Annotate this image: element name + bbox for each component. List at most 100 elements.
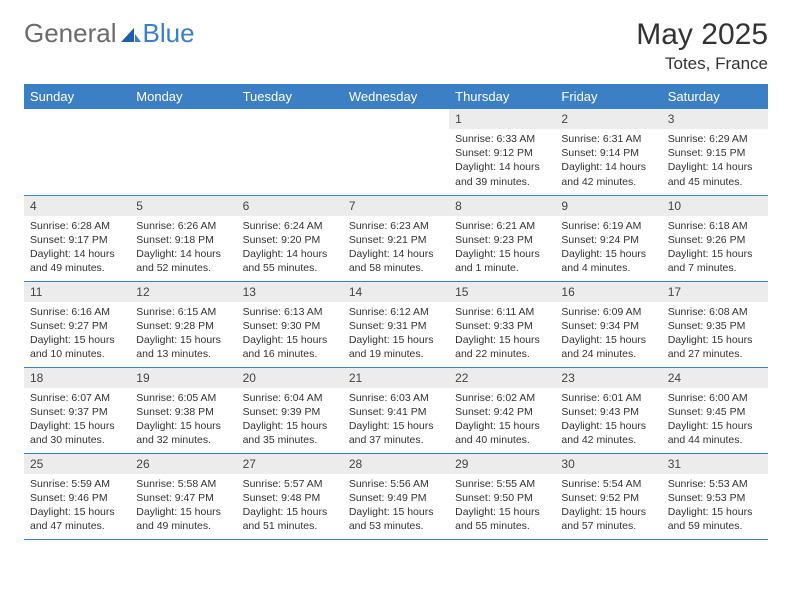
sunrise-text: Sunrise: 6:13 AM <box>243 305 337 319</box>
day-details: Sunrise: 6:05 AMSunset: 9:38 PMDaylight:… <box>130 388 236 452</box>
sunrise-text: Sunrise: 6:33 AM <box>455 132 549 146</box>
calendar-cell: 1Sunrise: 6:33 AMSunset: 9:12 PMDaylight… <box>449 109 555 195</box>
day-details: Sunrise: 5:56 AMSunset: 9:49 PMDaylight:… <box>343 474 449 538</box>
calendar-cell: 2Sunrise: 6:31 AMSunset: 9:14 PMDaylight… <box>555 109 661 195</box>
daylight-text: Daylight: 15 hours and 47 minutes. <box>30 505 124 533</box>
sunrise-text: Sunrise: 6:00 AM <box>668 391 762 405</box>
day-details: Sunrise: 6:26 AMSunset: 9:18 PMDaylight:… <box>130 216 236 280</box>
calendar-cell: 27Sunrise: 5:57 AMSunset: 9:48 PMDayligh… <box>237 453 343 539</box>
daylight-text: Daylight: 14 hours and 45 minutes. <box>668 160 762 188</box>
sunrise-text: Sunrise: 5:56 AM <box>349 477 443 491</box>
day-number: 22 <box>449 368 555 388</box>
sunrise-text: Sunrise: 5:58 AM <box>136 477 230 491</box>
daylight-text: Daylight: 15 hours and 51 minutes. <box>243 505 337 533</box>
weekday-header: Tuesday <box>237 84 343 109</box>
daylight-text: Daylight: 14 hours and 42 minutes. <box>561 160 655 188</box>
day-details: Sunrise: 5:55 AMSunset: 9:50 PMDaylight:… <box>449 474 555 538</box>
sunset-text: Sunset: 9:12 PM <box>455 146 549 160</box>
day-number: 27 <box>237 454 343 474</box>
sunset-text: Sunset: 9:48 PM <box>243 491 337 505</box>
calendar-cell: 10Sunrise: 6:18 AMSunset: 9:26 PMDayligh… <box>662 195 768 281</box>
calendar-cell: 24Sunrise: 6:00 AMSunset: 9:45 PMDayligh… <box>662 367 768 453</box>
calendar-cell <box>343 109 449 195</box>
weekday-header: Saturday <box>662 84 768 109</box>
daylight-text: Daylight: 15 hours and 4 minutes. <box>561 247 655 275</box>
calendar-cell: 19Sunrise: 6:05 AMSunset: 9:38 PMDayligh… <box>130 367 236 453</box>
day-number <box>343 109 449 129</box>
sunset-text: Sunset: 9:15 PM <box>668 146 762 160</box>
day-details: Sunrise: 6:19 AMSunset: 9:24 PMDaylight:… <box>555 216 661 280</box>
calendar-cell <box>130 109 236 195</box>
sunrise-text: Sunrise: 6:28 AM <box>30 219 124 233</box>
calendar-cell: 25Sunrise: 5:59 AMSunset: 9:46 PMDayligh… <box>24 453 130 539</box>
day-number: 21 <box>343 368 449 388</box>
day-details: Sunrise: 6:07 AMSunset: 9:37 PMDaylight:… <box>24 388 130 452</box>
day-details: Sunrise: 6:11 AMSunset: 9:33 PMDaylight:… <box>449 302 555 366</box>
daylight-text: Daylight: 15 hours and 27 minutes. <box>668 333 762 361</box>
calendar-cell: 15Sunrise: 6:11 AMSunset: 9:33 PMDayligh… <box>449 281 555 367</box>
calendar-cell: 20Sunrise: 6:04 AMSunset: 9:39 PMDayligh… <box>237 367 343 453</box>
sunset-text: Sunset: 9:20 PM <box>243 233 337 247</box>
day-details: Sunrise: 6:29 AMSunset: 9:15 PMDaylight:… <box>662 129 768 193</box>
calendar-cell <box>24 109 130 195</box>
day-number: 7 <box>343 196 449 216</box>
day-details: Sunrise: 5:53 AMSunset: 9:53 PMDaylight:… <box>662 474 768 538</box>
daylight-text: Daylight: 15 hours and 44 minutes. <box>668 419 762 447</box>
sunset-text: Sunset: 9:18 PM <box>136 233 230 247</box>
calendar-cell: 13Sunrise: 6:13 AMSunset: 9:30 PMDayligh… <box>237 281 343 367</box>
calendar-cell: 7Sunrise: 6:23 AMSunset: 9:21 PMDaylight… <box>343 195 449 281</box>
day-number <box>24 109 130 129</box>
day-details: Sunrise: 6:15 AMSunset: 9:28 PMDaylight:… <box>130 302 236 366</box>
sunrise-text: Sunrise: 6:16 AM <box>30 305 124 319</box>
day-number: 4 <box>24 196 130 216</box>
daylight-text: Daylight: 15 hours and 57 minutes. <box>561 505 655 533</box>
day-number: 10 <box>662 196 768 216</box>
day-number: 17 <box>662 282 768 302</box>
daylight-text: Daylight: 15 hours and 16 minutes. <box>243 333 337 361</box>
sunrise-text: Sunrise: 6:11 AM <box>455 305 549 319</box>
calendar-cell: 6Sunrise: 6:24 AMSunset: 9:20 PMDaylight… <box>237 195 343 281</box>
day-details: Sunrise: 6:33 AMSunset: 9:12 PMDaylight:… <box>449 129 555 193</box>
daylight-text: Daylight: 15 hours and 42 minutes. <box>561 419 655 447</box>
calendar-week-row: 25Sunrise: 5:59 AMSunset: 9:46 PMDayligh… <box>24 453 768 539</box>
daylight-text: Daylight: 15 hours and 40 minutes. <box>455 419 549 447</box>
day-number: 30 <box>555 454 661 474</box>
daylight-text: Daylight: 15 hours and 7 minutes. <box>668 247 762 275</box>
daylight-text: Daylight: 14 hours and 55 minutes. <box>243 247 337 275</box>
sunrise-text: Sunrise: 6:08 AM <box>668 305 762 319</box>
location: Totes, France <box>636 54 768 74</box>
sunset-text: Sunset: 9:45 PM <box>668 405 762 419</box>
day-details: Sunrise: 6:24 AMSunset: 9:20 PMDaylight:… <box>237 216 343 280</box>
sunset-text: Sunset: 9:39 PM <box>243 405 337 419</box>
calendar-cell: 3Sunrise: 6:29 AMSunset: 9:15 PMDaylight… <box>662 109 768 195</box>
sunrise-text: Sunrise: 6:02 AM <box>455 391 549 405</box>
day-number: 6 <box>237 196 343 216</box>
sunrise-text: Sunrise: 6:26 AM <box>136 219 230 233</box>
title-block: May 2025 Totes, France <box>636 18 768 74</box>
daylight-text: Daylight: 14 hours and 58 minutes. <box>349 247 443 275</box>
daylight-text: Daylight: 15 hours and 37 minutes. <box>349 419 443 447</box>
daylight-text: Daylight: 15 hours and 32 minutes. <box>136 419 230 447</box>
logo-sail-icon <box>121 20 141 51</box>
sunrise-text: Sunrise: 6:29 AM <box>668 132 762 146</box>
logo: General Blue <box>24 18 195 49</box>
day-details: Sunrise: 6:23 AMSunset: 9:21 PMDaylight:… <box>343 216 449 280</box>
day-details: Sunrise: 6:28 AMSunset: 9:17 PMDaylight:… <box>24 216 130 280</box>
day-details: Sunrise: 5:58 AMSunset: 9:47 PMDaylight:… <box>130 474 236 538</box>
header: General Blue May 2025 Totes, France <box>24 18 768 74</box>
sunrise-text: Sunrise: 6:31 AM <box>561 132 655 146</box>
day-number: 28 <box>343 454 449 474</box>
day-details: Sunrise: 6:12 AMSunset: 9:31 PMDaylight:… <box>343 302 449 366</box>
day-number: 3 <box>662 109 768 129</box>
sunset-text: Sunset: 9:17 PM <box>30 233 124 247</box>
day-number: 9 <box>555 196 661 216</box>
day-number: 2 <box>555 109 661 129</box>
calendar-table: Sunday Monday Tuesday Wednesday Thursday… <box>24 84 768 540</box>
daylight-text: Daylight: 14 hours and 49 minutes. <box>30 247 124 275</box>
sunset-text: Sunset: 9:37 PM <box>30 405 124 419</box>
daylight-text: Daylight: 15 hours and 19 minutes. <box>349 333 443 361</box>
day-number: 1 <box>449 109 555 129</box>
calendar-cell: 5Sunrise: 6:26 AMSunset: 9:18 PMDaylight… <box>130 195 236 281</box>
sunset-text: Sunset: 9:23 PM <box>455 233 549 247</box>
calendar-cell: 18Sunrise: 6:07 AMSunset: 9:37 PMDayligh… <box>24 367 130 453</box>
